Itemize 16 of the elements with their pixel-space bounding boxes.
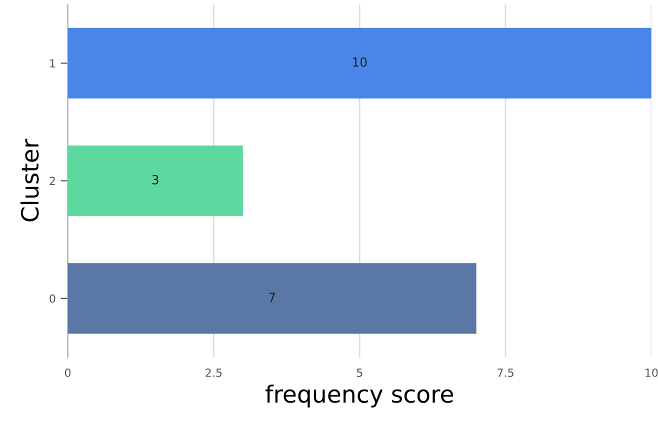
- data-label: 3: [152, 174, 158, 184]
- data-label: 10: [353, 57, 367, 67]
- x-tick-label: 10: [646, 368, 658, 377]
- y-tick-label: 2: [50, 176, 55, 186]
- data-label: 7: [269, 292, 275, 302]
- x-tick-label: 0: [64, 368, 71, 377]
- x-tick-label: 7.5: [498, 368, 514, 377]
- y-axis-title: Cluster: [20, 138, 39, 222]
- bar: [68, 146, 243, 216]
- y-tick-label: 1: [50, 59, 55, 68]
- y-tick-label: 0: [50, 294, 56, 303]
- bar: [68, 28, 652, 98]
- x-tick-label: 2.5: [206, 368, 222, 377]
- x-axis-title: frequency score: [265, 384, 454, 408]
- bar: [68, 263, 476, 334]
- x-tick-label: 5: [356, 368, 362, 377]
